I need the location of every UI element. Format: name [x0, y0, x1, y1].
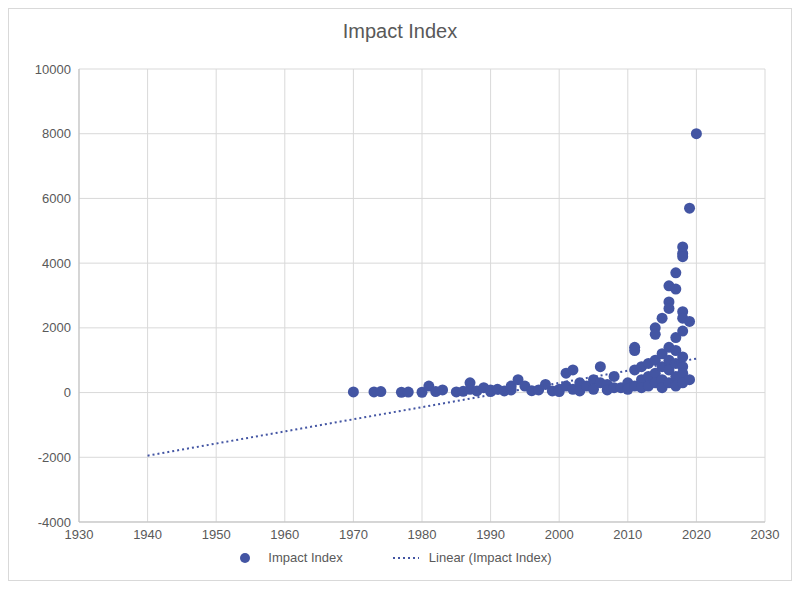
- svg-text:8000: 8000: [42, 126, 71, 141]
- html-text:Impact Index: Impact Index: [342, 20, 458, 42]
- svg-text:1940: 1940: [133, 527, 162, 542]
- svg-text:2020: 2020: [682, 527, 711, 542]
- svg-text:2000: 2000: [42, 320, 71, 335]
- svg-text:1980: 1980: [408, 527, 437, 542]
- svg-text:6000: 6000: [42, 191, 71, 206]
- svg-text:4000: 4000: [42, 256, 71, 271]
- svg-text:0: 0: [64, 385, 71, 400]
- svg-text:2000: 2000: [545, 527, 574, 542]
- svg-text:1970: 1970: [339, 527, 368, 542]
- html-text:Linear (Impact Index): Linear (Impact Index): [428, 550, 552, 565]
- html-text:Impact Index: Impact Index: [268, 550, 343, 565]
- svg-text:1950: 1950: [202, 527, 231, 542]
- svg-text:2010: 2010: [613, 527, 642, 542]
- svg-text:1960: 1960: [270, 527, 299, 542]
- svg-text:1930: 1930: [64, 527, 94, 543]
- svg-text:-2000: -2000: [38, 450, 71, 465]
- svg-text:-4000: -4000: [38, 515, 71, 530]
- svg-text:2030: 2030: [751, 527, 780, 542]
- svg-text:10000: 10000: [35, 62, 71, 77]
- svg-text:1990: 1990: [476, 527, 505, 542]
